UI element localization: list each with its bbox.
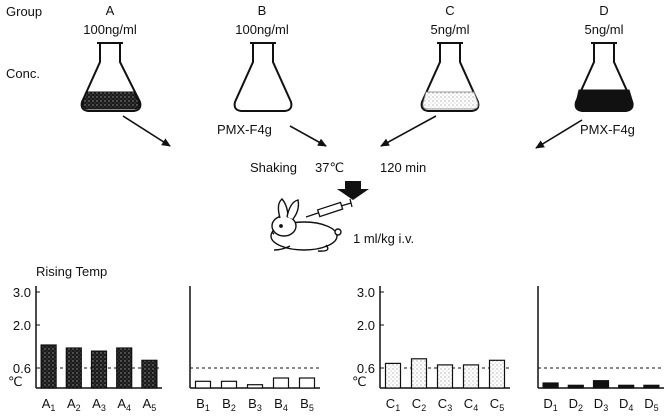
conc-d: 5ng/ml: [584, 22, 623, 37]
panel-a: 3.0 2.0 0.6℃ A1 A2 A3 A4 A5: [8, 285, 162, 413]
bar-a2: [65, 347, 82, 389]
category-label: B5: [300, 396, 314, 413]
group-letter-a: A: [106, 3, 115, 18]
flask-d: [574, 42, 634, 112]
bar-b2: [220, 380, 238, 389]
panel-b: B1 B2 B3 B4 B5: [189, 286, 320, 413]
panel-d: D1 D2 D3 D4 D5: [537, 286, 664, 413]
flask-c: [420, 42, 480, 112]
down-arrow-icon: [337, 181, 369, 200]
category-label: D1: [543, 396, 557, 413]
bar-c1: [384, 362, 402, 389]
syringe-icon: [305, 198, 353, 218]
duration-label: 120 min: [380, 160, 426, 175]
group-letter-d: D: [599, 3, 608, 18]
dose-label: 1 ml/kg i.v.: [353, 231, 414, 246]
category-label: D2: [569, 396, 583, 413]
category-label: C1: [386, 396, 400, 413]
additive-b: PMX-F4g: [217, 122, 272, 137]
temperature-label: 37℃: [315, 160, 344, 175]
y-tick-label: 0.6: [13, 361, 31, 376]
category-label: A1: [42, 396, 56, 413]
category-label: B3: [248, 396, 262, 413]
panel-c: 3.0 2.0 0.6℃ C1 C2 C3 C4 C5: [352, 285, 510, 413]
arrow-d: [535, 119, 583, 149]
y-tick-label: 2.0: [357, 318, 375, 333]
bar-a5: [141, 359, 158, 389]
y-unit-label: ℃: [8, 374, 23, 389]
category-label: A5: [143, 396, 157, 413]
bar-b5: [298, 377, 316, 389]
bar-b1: [194, 380, 212, 389]
category-label: D3: [594, 396, 608, 413]
arrow-c: [380, 115, 437, 147]
flask-b: [233, 42, 293, 112]
category-label: B4: [274, 396, 288, 413]
shaking-label: Shaking: [250, 160, 297, 175]
chart-title: Rising Temp: [36, 264, 107, 279]
bar-d5: [643, 384, 660, 389]
bar-a1: [40, 344, 57, 389]
category-label: D5: [644, 396, 658, 413]
conc-c: 5ng/ml: [430, 22, 469, 37]
flask-a: [80, 42, 142, 112]
category-label: C3: [438, 396, 452, 413]
category-label: C4: [464, 396, 478, 413]
y-tick-label: 2.0: [13, 318, 31, 333]
arrow-b: [289, 125, 327, 147]
category-label: B1: [196, 396, 210, 413]
conc-b: 100ng/ml: [235, 22, 289, 37]
y-unit-label: ℃: [352, 374, 367, 389]
bar-b3: [246, 384, 264, 389]
rising-temp-charts: 3.02.00.6℃A1 A2 A3 A4 A5 B1 B2 B3 B4 B53.02.00.6℃…: [8, 285, 664, 413]
conc-a: 100ng/ml: [83, 22, 137, 37]
group-row-label: Group: [6, 4, 42, 19]
bar-c2: [410, 358, 428, 389]
bar-a3: [90, 350, 108, 389]
bar-b4: [272, 377, 290, 389]
category-label: B2: [222, 396, 236, 413]
additive-d: PMX-F4g: [580, 122, 635, 137]
bar-c4: [462, 364, 480, 389]
bar-d4: [618, 384, 635, 389]
bar-d3: [592, 380, 610, 389]
category-label: C2: [412, 396, 426, 413]
category-label: D4: [619, 396, 633, 413]
category-label: A2: [67, 396, 81, 413]
category-label: A4: [117, 396, 131, 413]
bar-c3: [436, 364, 454, 389]
bar-d2: [567, 384, 584, 389]
bar-d1: [542, 382, 559, 389]
group-letter-c: C: [445, 3, 454, 18]
rabbit-icon: [270, 198, 342, 252]
y-tick-label: 3.0: [357, 285, 375, 300]
category-label: A3: [92, 396, 106, 413]
conc-row-label: Conc.: [6, 66, 40, 81]
group-letter-b: B: [258, 3, 267, 18]
bar-a4: [116, 347, 133, 389]
y-tick-label: 0.6: [357, 361, 375, 376]
arrow-a: [122, 115, 171, 147]
category-label: C5: [490, 396, 504, 413]
bar-c5: [488, 359, 506, 389]
y-tick-label: 3.0: [13, 285, 31, 300]
